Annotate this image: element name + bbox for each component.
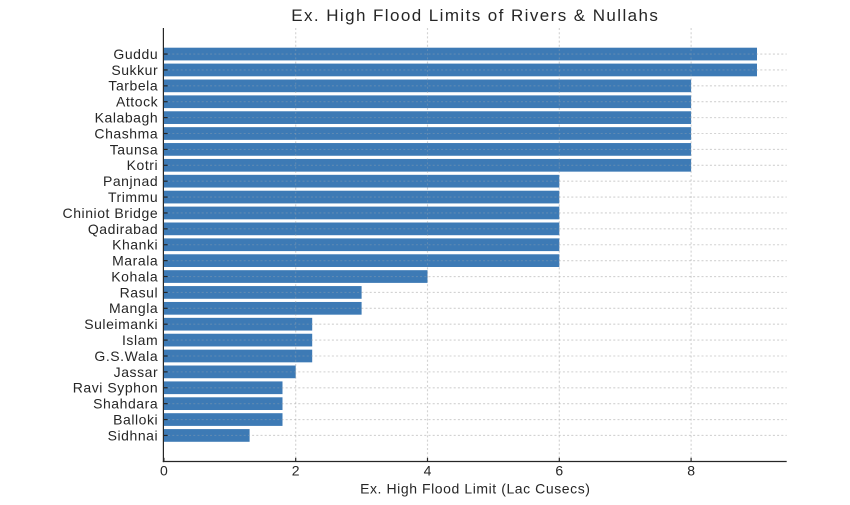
svg-text:Suleimanki: Suleimanki bbox=[84, 316, 158, 332]
svg-text:Sidhnai: Sidhnai bbox=[108, 427, 159, 443]
svg-text:Kotri: Kotri bbox=[127, 157, 159, 173]
svg-text:Khanki: Khanki bbox=[112, 237, 158, 253]
svg-text:Marala: Marala bbox=[112, 253, 158, 269]
svg-text:Kohala: Kohala bbox=[111, 268, 158, 284]
svg-text:Chashma: Chashma bbox=[94, 125, 158, 141]
svg-text:Rasul: Rasul bbox=[120, 284, 159, 300]
svg-text:Panjnad: Panjnad bbox=[103, 173, 158, 189]
svg-text:Trimmu: Trimmu bbox=[108, 189, 158, 205]
svg-text:0: 0 bbox=[160, 463, 168, 479]
svg-text:Tarbela: Tarbela bbox=[108, 78, 158, 94]
svg-text:Sukkur: Sukkur bbox=[111, 62, 158, 78]
svg-text:Balloki: Balloki bbox=[113, 411, 158, 427]
svg-text:8: 8 bbox=[687, 463, 695, 479]
svg-text:Ex. High Flood Limits of River: Ex. High Flood Limits of Rivers & Nullah… bbox=[291, 6, 659, 25]
svg-text:Kalabagh: Kalabagh bbox=[95, 110, 159, 126]
svg-text:Ravi Syphon: Ravi Syphon bbox=[73, 380, 158, 396]
svg-text:Shahdara: Shahdara bbox=[93, 396, 158, 412]
svg-text:2: 2 bbox=[292, 463, 300, 479]
svg-text:Chiniot Bridge: Chiniot Bridge bbox=[63, 205, 159, 221]
svg-text:4: 4 bbox=[424, 463, 432, 479]
svg-text:Islam: Islam bbox=[122, 332, 158, 348]
svg-text:Mangla: Mangla bbox=[109, 300, 158, 316]
svg-text:Qadirabad: Qadirabad bbox=[88, 221, 158, 237]
svg-text:G.S.Wala: G.S.Wala bbox=[94, 348, 158, 364]
svg-text:6: 6 bbox=[555, 463, 563, 479]
svg-text:Jassar: Jassar bbox=[114, 364, 159, 380]
svg-text:Attock: Attock bbox=[116, 94, 159, 110]
svg-text:Taunsa: Taunsa bbox=[110, 141, 158, 157]
svg-text:Guddu: Guddu bbox=[113, 46, 158, 62]
svg-text:Ex. High Flood Limit (Lac Cuse: Ex. High Flood Limit (Lac Cusecs) bbox=[360, 481, 590, 497]
